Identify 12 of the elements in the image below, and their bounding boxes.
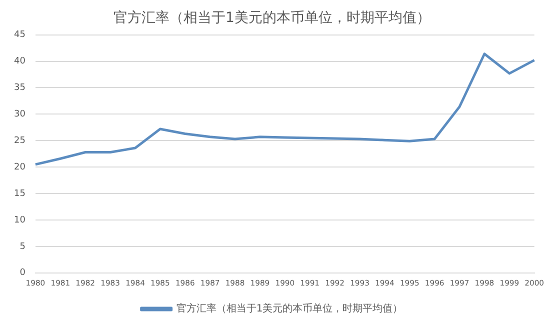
y-tick-label: 15 xyxy=(14,188,26,199)
y-tick-label: 40 xyxy=(14,56,26,67)
y-tick-label: 0 xyxy=(20,268,26,278)
y-tick-label: 25 xyxy=(14,136,26,146)
y-tick-label: 45 xyxy=(14,30,26,40)
legend-label: 官方汇率（相当于1美元的本币单位，时期平均值） xyxy=(176,302,403,315)
y-tick-label: 20 xyxy=(14,162,26,172)
y-tick-label: 35 xyxy=(14,83,26,94)
y-tick-label: 30 xyxy=(14,110,26,120)
y-tick-label: 5 xyxy=(20,242,26,252)
y-tick-label: 10 xyxy=(14,215,26,226)
chart-title: 官方汇率（相当于1美元的本币单位，时期平均值） xyxy=(114,10,430,26)
